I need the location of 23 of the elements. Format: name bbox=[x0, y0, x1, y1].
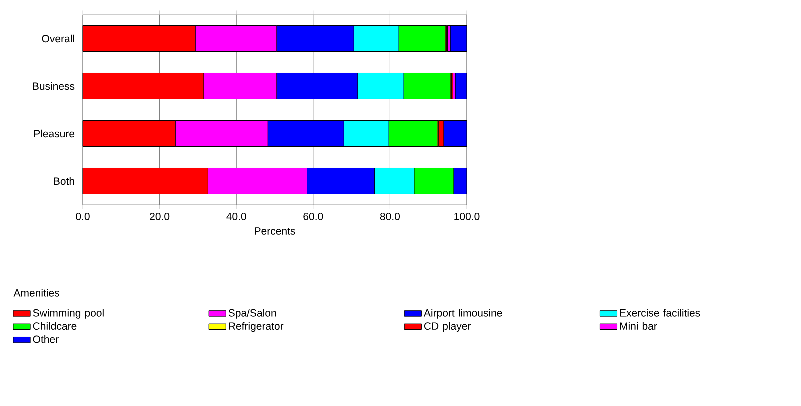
y-tick-label: Pleasure bbox=[34, 130, 75, 138]
y-tick-label: Both bbox=[54, 177, 74, 186]
y-tick-label: Business bbox=[33, 82, 75, 90]
legend-label: Airport limousine bbox=[424, 309, 502, 319]
legend-label: CD player bbox=[424, 322, 472, 332]
bar bbox=[450, 26, 468, 52]
x-tick-label: 80.0 bbox=[380, 212, 400, 220]
legend-label: Other bbox=[33, 335, 59, 344]
x-tick-label: 0.0 bbox=[76, 212, 90, 220]
x-tick-label: 20.0 bbox=[150, 212, 170, 220]
x-tick-label: 60.0 bbox=[304, 212, 324, 220]
bar bbox=[455, 73, 468, 100]
legend-label: Swimming pool bbox=[33, 309, 104, 319]
x-tick-label: 100.0 bbox=[454, 212, 480, 220]
legend-label: Mini bar bbox=[620, 322, 658, 330]
legend-label: Childcare bbox=[33, 322, 77, 330]
legend-label: Spa/Salon bbox=[228, 309, 276, 319]
legend-title: Amenities bbox=[14, 289, 60, 297]
legend-label: Refrigerator bbox=[229, 322, 284, 332]
y-tick-label: Overall bbox=[42, 34, 74, 43]
legend-label: Exercise facilities bbox=[620, 309, 700, 317]
x-tick-label: 40.0 bbox=[226, 212, 246, 220]
x-axis-title: Percents bbox=[255, 228, 296, 235]
